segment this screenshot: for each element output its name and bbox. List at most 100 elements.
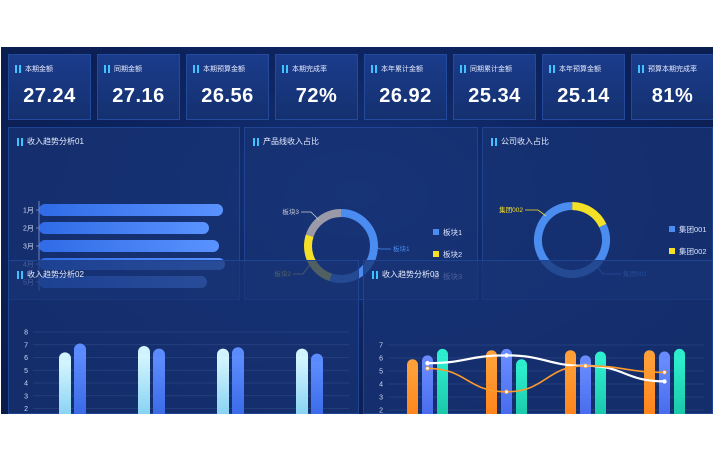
kpi-value: 26.92 (379, 85, 432, 107)
legend-swatch (433, 251, 439, 257)
y-tick-label: 3 (379, 395, 383, 402)
kpi-label: 预算本期完成率 (638, 64, 697, 74)
panel-title-text: 产品线收入占比 (263, 137, 319, 146)
y-tick-label: 4 (379, 382, 383, 389)
bar-body (486, 357, 497, 414)
h-bar (39, 204, 223, 216)
kpi-label: 本期金额 (15, 64, 53, 74)
line-point (425, 366, 430, 371)
y-tick-label: 2月 (23, 225, 34, 233)
bar-body (565, 357, 576, 414)
bar-body (580, 362, 591, 414)
kpi-card: 预算本期完成率 81% (631, 54, 713, 120)
kpi-value: 27.24 (23, 85, 76, 107)
bar-body (595, 358, 606, 414)
panel-trend02: 收入趋势分析02 012345678第1季度第2季度第3季度第4季度 (8, 260, 359, 414)
line-point (504, 353, 509, 358)
h-bar (39, 240, 219, 252)
panel-title: 收入趋势分析01 (17, 136, 84, 147)
kpi-label-text: 同期累计金额 (470, 66, 512, 73)
y-tick-label: 2 (24, 406, 28, 413)
kpi-value: 26.56 (201, 85, 254, 107)
y-tick-label: 5 (379, 369, 383, 376)
y-tick-label: 2 (379, 408, 383, 415)
legend-swatch (669, 248, 675, 254)
kpi-card: 同期累计金额 25.34 (453, 54, 536, 120)
kpi-label-text: 本期完成率 (292, 66, 327, 73)
y-tick-label: 5 (24, 368, 28, 375)
legend-swatch (669, 226, 675, 232)
kpi-label: 同期累计金额 (460, 64, 512, 74)
kpi-card: 同期金额 27.16 (97, 54, 180, 120)
panel-title-text: 收入趋势分析03 (382, 270, 439, 279)
legend-label: 集团002 (679, 246, 707, 256)
y-tick-label: 1月 (23, 207, 34, 215)
bar-body (311, 361, 323, 414)
bar-body (407, 366, 418, 414)
kpi-label: 本年预算金额 (549, 64, 601, 74)
bar-body (138, 354, 150, 414)
kpi-card: 本年预算金额 25.14 (542, 54, 625, 120)
callout-label: 板块3 (282, 207, 299, 216)
y-tick-label: 3 (24, 393, 28, 400)
panel-title-text: 收入趋势分析02 (27, 270, 84, 279)
kpi-label: 本期完成率 (282, 64, 327, 74)
legend-swatch (433, 229, 439, 235)
legend-label: 集团001 (679, 224, 707, 234)
panel-title: 公司收入占比 (491, 136, 549, 147)
trend-line (427, 354, 665, 383)
bar-body (501, 355, 512, 414)
legend-label: 板块2 (443, 249, 462, 259)
kpi-label-text: 本年累计金额 (381, 66, 423, 73)
trend-line (427, 364, 665, 393)
bar-body (153, 356, 165, 414)
quarterly-combo-chart: 01234567第1季度第2季度第3季度第4季度 (379, 343, 704, 415)
bar-body (674, 355, 685, 414)
kpi-value: 25.14 (557, 85, 610, 107)
quarterly-bar-chart: 012345678第1季度第2季度第3季度第4季度 (24, 330, 349, 414)
bar-body (74, 351, 86, 414)
kpi-value: 27.16 (112, 85, 165, 107)
callout-label: 板块1 (393, 244, 410, 253)
line-point (583, 363, 588, 368)
y-tick-label: 7 (24, 342, 28, 349)
kpi-label-text: 本期金额 (25, 66, 53, 73)
kpi-label: 本年累计金额 (371, 64, 423, 74)
panel-title-text: 收入趋势分析01 (27, 137, 84, 146)
kpi-card: 本期完成率 72% (275, 54, 358, 120)
callout-line (373, 245, 391, 250)
line-point (504, 389, 509, 394)
bar-body (296, 356, 308, 414)
kpi-card: 本期金额 27.24 (8, 54, 91, 120)
kpi-card: 本期预算金额 26.56 (186, 54, 269, 120)
line-point (662, 370, 667, 375)
bar-body (422, 362, 433, 414)
kpi-value: 81% (651, 85, 694, 107)
line-point (662, 379, 667, 384)
bar-body (437, 355, 448, 414)
panel-title-text: 公司收入占比 (501, 137, 549, 146)
y-tick-label: 4 (24, 381, 28, 388)
kpi-label-text: 预算本期完成率 (648, 66, 697, 73)
kpi-card: 本年累计金额 26.92 (364, 54, 447, 120)
y-tick-label: 3月 (23, 243, 34, 251)
kpi-value: 72% (295, 85, 338, 107)
donut-slice (304, 209, 378, 283)
panel-title: 收入趋势分析02 (17, 269, 84, 280)
bar-body (232, 355, 244, 414)
kpi-label-text: 本年预算金额 (559, 66, 601, 73)
panel-title: 收入趋势分析03 (372, 269, 439, 280)
panel-trend03: 收入趋势分析03 01234567第1季度第2季度第3季度第4季度 (363, 260, 713, 414)
h-bar (39, 222, 209, 234)
kpi-label: 本期预算金额 (193, 64, 245, 74)
y-tick-label: 8 (24, 330, 28, 337)
callout-line (301, 211, 320, 221)
line-point (425, 360, 430, 366)
y-tick-label: 6 (379, 356, 383, 363)
kpi-value: 25.34 (468, 85, 521, 107)
y-tick-label: 6 (24, 355, 28, 362)
kpi-label-text: 同期金额 (114, 66, 142, 73)
donut-slice (534, 202, 610, 278)
kpi-label: 同期金额 (104, 64, 142, 74)
dashboard-screen: 本期金额 27.24 同期金额 27.16 本期预算金额 26.56 本期完成率 72% 本年累… (1, 47, 713, 414)
